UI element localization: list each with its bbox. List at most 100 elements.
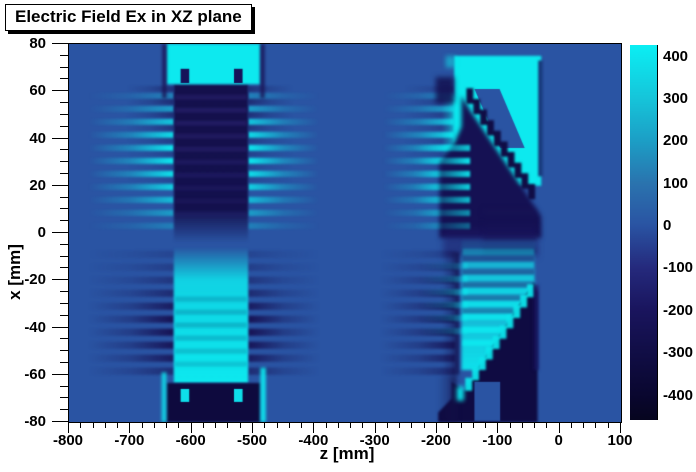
x-axis-minor-tick <box>288 423 290 428</box>
heatmap-canvas <box>69 44 621 422</box>
x-axis-minor-tick <box>509 423 511 428</box>
y-axis-minor-tick <box>60 102 68 104</box>
plot-title-box: Electric Field Ex in XZ plane <box>5 4 252 31</box>
y-axis-minor-tick <box>60 361 68 363</box>
y-axis-minor-tick <box>60 161 68 163</box>
y-axis-minor-tick <box>60 149 68 151</box>
x-axis-minor-tick <box>423 423 425 428</box>
y-axis-tick-label: 80 <box>29 35 46 53</box>
x-axis-tick-label: -700 <box>114 432 145 449</box>
x-axis-tick-label: -200 <box>420 432 452 449</box>
x-axis-minor-tick <box>227 423 229 428</box>
y-axis-tick-label: 20 <box>29 176 46 194</box>
x-axis-tick <box>252 423 253 433</box>
x-axis-minor-tick <box>595 423 597 428</box>
y-axis-tick <box>52 326 68 328</box>
x-axis-tick-label: -600 <box>175 432 206 449</box>
colorbar <box>630 45 658 420</box>
x-axis-tick-label: -100 <box>482 432 513 449</box>
y-axis-minor-tick <box>60 220 68 222</box>
x-axis-tick <box>558 423 560 433</box>
colorbar-tick-label: 100 <box>663 174 689 192</box>
y-axis-tick-label: 40 <box>29 129 46 147</box>
y-axis-minor-tick <box>60 255 68 257</box>
plot-frame <box>68 43 622 423</box>
x-axis-tick <box>436 423 437 433</box>
x-axis-minor-tick <box>362 423 364 428</box>
colorbar-tick-label: -400 <box>663 386 694 404</box>
x-axis-minor-tick <box>202 423 204 428</box>
y-axis-minor-tick <box>60 350 68 352</box>
y-axis-minor-tick <box>60 397 68 399</box>
x-axis-tick-label: -300 <box>359 432 390 449</box>
y-axis-tick-label: -80 <box>24 413 46 431</box>
x-axis-minor-tick <box>178 423 180 428</box>
y-axis-minor-tick <box>60 302 68 304</box>
x-axis-minor-tick <box>386 423 388 428</box>
x-axis-tick <box>497 423 499 433</box>
y-axis-tick <box>52 43 68 44</box>
x-axis-minor-tick <box>141 423 143 428</box>
y-axis-minor-tick <box>60 291 68 293</box>
x-axis-minor-tick <box>80 423 82 428</box>
y-axis-tick <box>52 184 68 186</box>
x-axis-tick <box>68 423 69 433</box>
x-axis-tick <box>313 423 315 433</box>
y-axis-tick-label: 60 <box>29 82 46 100</box>
y-axis-minor-tick <box>60 113 68 115</box>
y-axis-tick <box>52 232 68 233</box>
x-axis-minor-tick <box>104 423 106 428</box>
x-axis-tick-label: -500 <box>236 432 268 449</box>
x-axis-minor-tick <box>350 423 352 428</box>
y-axis-minor-tick <box>60 172 68 174</box>
x-axis-minor-tick <box>460 423 462 428</box>
plot-title: Electric Field Ex in XZ plane <box>15 7 242 26</box>
y-axis-title: x [mm] <box>5 244 24 300</box>
x-axis-title: z [mm] <box>319 444 375 463</box>
y-axis-tick-label: -60 <box>24 365 46 383</box>
colorbar-tick-label: 400 <box>663 47 689 65</box>
y-axis-tick <box>52 90 68 92</box>
y-axis-minor-tick <box>60 54 68 56</box>
x-axis-tick-label: 0 <box>554 432 563 449</box>
y-axis-minor-tick <box>60 267 68 269</box>
x-axis-tick-label: 100 <box>607 432 633 449</box>
y-axis-tick <box>52 137 68 139</box>
colorbar-tick-label: -100 <box>663 259 694 277</box>
x-axis-minor-tick <box>301 423 303 428</box>
y-axis-minor-tick <box>60 208 68 210</box>
x-axis-tick <box>129 423 131 433</box>
x-axis-minor-tick <box>92 423 94 428</box>
x-axis-minor-tick <box>485 423 487 428</box>
y-axis-minor-tick <box>60 66 68 68</box>
x-axis-minor-tick <box>583 423 585 428</box>
colorbar-tick-label: -200 <box>663 301 694 319</box>
x-axis-minor-tick <box>215 423 217 428</box>
y-axis-minor-tick <box>60 385 68 387</box>
x-axis-minor-tick <box>399 423 401 428</box>
x-axis-tick <box>190 423 192 433</box>
x-axis-tick-label: -800 <box>52 432 84 449</box>
x-axis-minor-tick <box>153 423 155 428</box>
x-axis-tick <box>620 423 621 433</box>
x-axis-minor-tick <box>276 423 278 428</box>
x-axis-minor-tick <box>448 423 450 428</box>
colorbar-tick-label: 0 <box>663 217 672 235</box>
y-axis-minor-tick <box>60 243 68 245</box>
x-axis-minor-tick <box>521 423 523 428</box>
y-axis-minor-tick <box>60 125 68 127</box>
x-axis-minor-tick <box>472 423 474 428</box>
x-axis-minor-tick <box>546 423 548 428</box>
y-axis-tick-label: -40 <box>24 318 46 336</box>
y-axis-minor-tick <box>60 409 68 411</box>
x-axis-minor-tick <box>117 423 119 428</box>
y-axis-tick <box>52 421 68 422</box>
x-axis-minor-tick <box>411 423 413 428</box>
x-axis-minor-tick <box>239 423 241 428</box>
y-axis-tick-label: 0 <box>37 224 46 242</box>
y-axis-tick <box>52 279 68 281</box>
x-axis-minor-tick <box>264 423 266 428</box>
y-axis-tick-label: -20 <box>24 271 46 289</box>
y-axis-minor-tick <box>60 196 68 198</box>
